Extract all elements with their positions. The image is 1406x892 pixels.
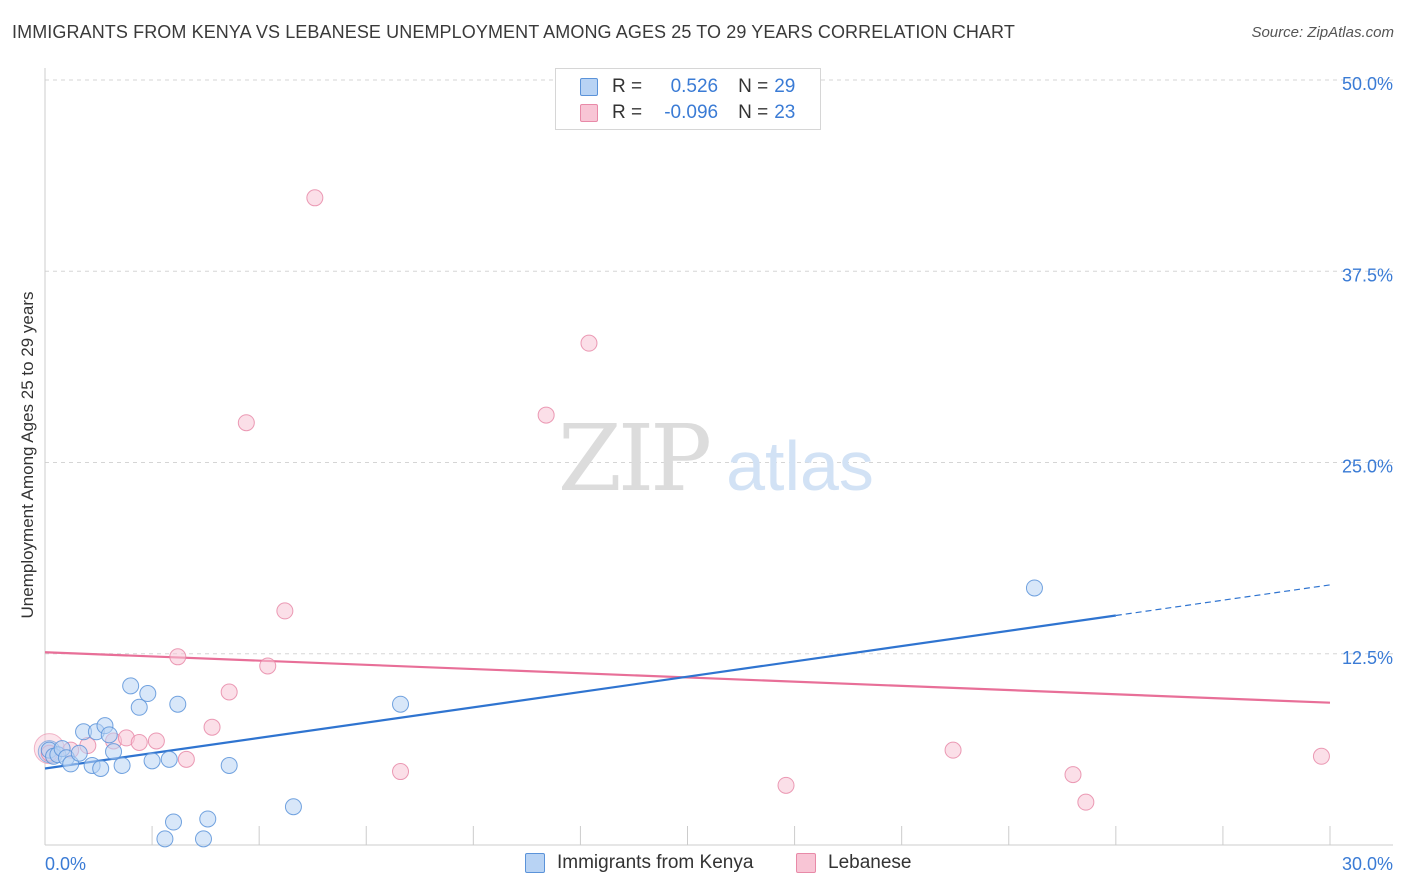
data-point-lebanese [580,334,598,352]
trendline-kenya [44,614,1116,770]
legend-r-label: R = [612,102,643,123]
data-point-kenya [165,813,182,831]
data-point-lebanese [944,741,962,759]
data-point-kenya [169,695,187,713]
source-credit: Source: ZipAtlas.com [1251,24,1394,41]
data-point-kenya [100,726,118,744]
data-point-lebanese [169,648,187,666]
data-point-kenya [143,752,161,770]
data-point-lebanese [147,732,165,750]
series-label-kenya: Immigrants from Kenya [557,852,754,873]
chart-title: IMMIGRANTS FROM KENYA VS LEBANESE UNEMPL… [12,22,1015,42]
data-point-kenya [113,756,131,774]
series-legend: Immigrants from Kenya Lebanese [0,852,1406,876]
trend-layer [44,584,1331,770]
legend-r-value-kenya: 0.526 [670,76,719,97]
series-label-lebanese: Lebanese [828,852,912,873]
x-tick-label: 30.0% [1342,854,1393,874]
points-layer [33,189,1330,848]
data-point-lebanese [1077,793,1095,811]
data-point-lebanese [392,763,410,781]
legend-n-value-kenya: 29 [774,76,796,97]
y-tick-label: 50.0% [1342,74,1393,94]
data-point-kenya [139,685,157,703]
legend-swatch-lebanese [580,104,598,122]
data-point-lebanese [259,657,277,675]
legend-r-value-lebanese: -0.096 [664,102,719,123]
series-swatch-lebanese [796,853,816,873]
data-point-lebanese [306,189,324,207]
legend-row-lebanese: R = -0.096 N = 23 [580,101,795,125]
legend-swatch-kenya [580,78,598,96]
data-point-lebanese [1064,766,1082,784]
correlation-legend: R = 0.526 N = 29 R = -0.096 N = 23 [555,68,821,130]
data-point-lebanese [537,406,555,424]
data-point-lebanese [203,718,221,736]
series-swatch-kenya [525,853,545,873]
data-point-kenya [284,798,302,816]
data-point-kenya [105,743,123,761]
data-point-kenya [194,830,212,848]
legend-n-label: N = [738,102,769,123]
data-point-kenya [92,760,110,777]
data-point-lebanese [177,750,195,768]
axis-layer [44,68,1393,846]
trendline-kenya-extension [1115,584,1331,617]
grid-layer [45,79,1393,655]
watermark: ZIP atlas [558,405,874,512]
data-point-lebanese [777,776,795,794]
data-point-kenya [1025,579,1043,597]
legend-n-value-lebanese: 23 [774,102,796,123]
tick-label-layer: 12.5% 25.0% 37.5% 50.0% 0.0% 30.0% [45,74,1393,874]
y-tick-label: 25.0% [1342,457,1393,477]
y-tick-label: 12.5% [1342,648,1393,668]
data-point-kenya [220,756,238,774]
watermark-zip: ZIP [558,405,709,512]
legend-row-kenya: R = 0.526 N = 29 [580,75,795,99]
data-point-kenya [122,677,140,695]
data-point-lebanese [130,733,148,751]
series-legend-lebanese[interactable]: Lebanese [796,852,911,874]
legend-n-label: N = [738,76,769,97]
series-legend-kenya[interactable]: Immigrants from Kenya [525,852,753,874]
data-point-kenya [70,744,88,762]
data-point-lebanese [276,602,294,620]
data-point-lebanese [220,683,238,701]
data-point-kenya [130,698,148,716]
x-tick-label: 0.0% [45,854,86,874]
data-point-kenya [199,810,217,828]
data-point-kenya [160,750,178,768]
data-point-kenya [392,695,410,713]
y-tick-label: 37.5% [1342,265,1393,285]
legend-r-label: R = [612,76,643,97]
data-point-lebanese [1312,747,1330,765]
watermark-atlas: atlas [726,427,874,505]
data-point-kenya [156,830,174,848]
data-point-lebanese [237,414,255,432]
